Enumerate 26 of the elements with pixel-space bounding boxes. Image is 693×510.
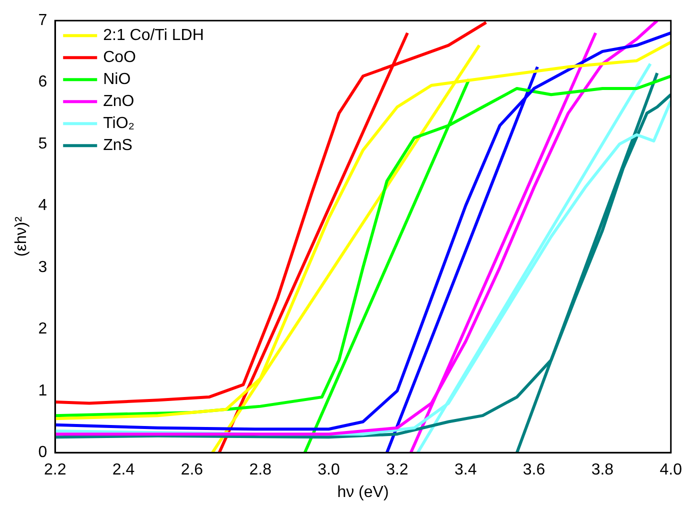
legend-label: ZnS [103, 137, 132, 154]
x-tick-label: 3.4 [454, 462, 477, 479]
y-tick-label: 5 [38, 135, 48, 152]
x-tick-label: 4.0 [660, 462, 682, 479]
legend-label: 2:1 Co/Ti LDH [103, 27, 204, 44]
y-tick-label: 3 [38, 258, 48, 276]
x-tick-label: 2.6 [180, 462, 204, 479]
y-tick-label: 0 [38, 444, 48, 462]
x-tick-label: 3.8 [591, 462, 614, 479]
y-axis-title: (εhν)² [13, 216, 30, 257]
x-tick-label: 2.8 [249, 462, 272, 479]
x-tick-label: 2.4 [112, 462, 135, 479]
legend-label: NiO [103, 71, 131, 88]
legend-label: ZnO [103, 93, 134, 110]
y-tick-label: 7 [38, 12, 48, 30]
legend-label: TiO₂ [103, 115, 134, 132]
legend-label: CoO [103, 49, 136, 66]
y-tick-label: 2 [38, 320, 48, 338]
x-tick-label: 3.2 [386, 462, 408, 479]
x-tick-label: 2.2 [44, 462, 66, 479]
y-tick-label: 4 [38, 197, 48, 214]
x-tick-label: 3.0 [318, 462, 340, 479]
y-tick-label: 6 [38, 74, 48, 91]
x-tick-label: 3.6 [522, 462, 546, 479]
x-axis-title: hν (eV) [337, 484, 389, 501]
y-tick-label: 1 [38, 382, 48, 400]
